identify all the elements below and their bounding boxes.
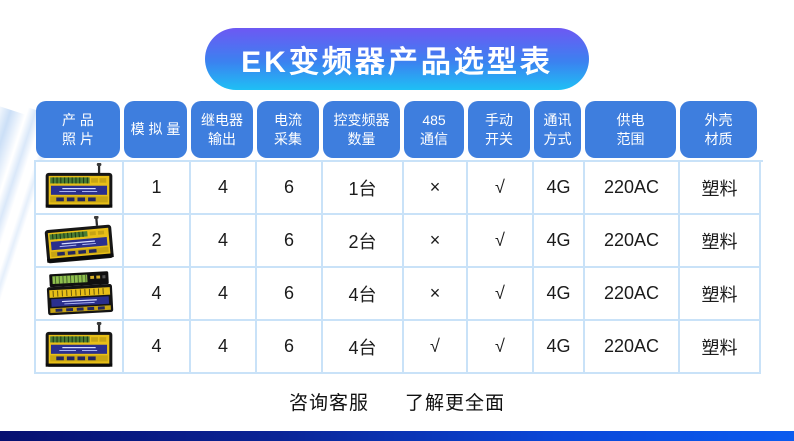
header-cell-current-sampling: 电流 采集 — [255, 101, 321, 158]
table-cell: 220AC — [585, 162, 680, 215]
header-cell-inverter-count: 控变频器 数量 — [321, 101, 402, 158]
table-cell: 4 — [191, 321, 257, 374]
table-cell: 220AC — [585, 268, 680, 321]
table-cell: 4 — [124, 268, 191, 321]
table-cell: 6 — [257, 215, 323, 268]
table-cell: 1台 — [323, 162, 404, 215]
header-cell-shell-material: 外壳 材质 — [678, 101, 759, 158]
header-cell-power-range: 供电 范围 — [583, 101, 678, 158]
title-banner: EK变频器产品选型表 — [205, 28, 589, 90]
gateway-antenna-front-icon — [45, 162, 113, 208]
gateway-antenna-front-icon — [45, 321, 113, 367]
table-cell: 4G — [534, 321, 585, 374]
table-row-3-product-photo — [36, 268, 124, 321]
footer-note-left: 咨询客服 — [288, 393, 369, 414]
table-cell: × — [404, 162, 468, 215]
table-cell: √ — [468, 162, 534, 215]
table-cell: 4 — [191, 268, 257, 321]
header-label: 电流 采集 — [257, 101, 319, 158]
table-cell: 4G — [534, 268, 585, 321]
table-cell: 4G — [534, 162, 585, 215]
table-cell: 6 — [257, 268, 323, 321]
header-label: 手动 开关 — [468, 101, 530, 158]
header-label: 产 品 照 片 — [36, 101, 120, 158]
page-title: EK变频器产品选型表 — [241, 46, 553, 79]
table-cell: 4 — [124, 321, 191, 374]
table-cell: 塑料 — [680, 321, 761, 374]
header-label: 外壳 材质 — [680, 101, 757, 158]
bottom-gradient-bar — [0, 431, 794, 441]
table-cell: 4台 — [323, 268, 404, 321]
header-label: 模 拟 量 — [124, 101, 187, 158]
header-cell-485-comm: 485 通信 — [402, 101, 466, 158]
product-selection-table: 产 品 照 片 模 拟 量 继电器 输出 电流 采集 控变频器 数量 485 通… — [34, 101, 763, 374]
header-label: 通讯 方式 — [534, 101, 581, 158]
table-row-2-product-photo — [36, 215, 124, 268]
table-cell: 6 — [257, 162, 323, 215]
table-header-row: 产 品 照 片 模 拟 量 继电器 输出 电流 采集 控变频器 数量 485 通… — [34, 101, 763, 158]
table-cell: 塑料 — [680, 215, 761, 268]
table-cell: × — [404, 215, 468, 268]
table-body: 1 4 6 1台 × √ 4G 220AC 塑料 — [34, 160, 763, 374]
table-cell: 塑料 — [680, 268, 761, 321]
table-cell: 1 — [124, 162, 191, 215]
table-cell: 6 — [257, 321, 323, 374]
table-cell: 4 — [191, 215, 257, 268]
table-row-1-product-photo — [36, 162, 124, 215]
footer-note: 咨询客服 了解更全面 — [0, 388, 794, 415]
table-cell: 2台 — [323, 215, 404, 268]
table-cell: × — [404, 268, 468, 321]
gateway-lcd-tilted-icon — [46, 270, 114, 315]
table-row-4-product-photo — [36, 321, 124, 374]
table-cell: √ — [468, 321, 534, 374]
footer-note-right: 了解更全面 — [405, 393, 506, 414]
header-label: 继电器 输出 — [191, 101, 253, 158]
header-cell-analog: 模 拟 量 — [122, 101, 189, 158]
gateway-antenna-tilted-icon — [44, 215, 114, 263]
header-cell-comm-mode: 通讯 方式 — [532, 101, 583, 158]
table-cell: 4台 — [323, 321, 404, 374]
table-cell: 220AC — [585, 321, 680, 374]
header-label: 485 通信 — [404, 101, 464, 158]
table-cell: 4G — [534, 215, 585, 268]
header-cell-photo: 产 品 照 片 — [34, 101, 122, 158]
table-cell: √ — [404, 321, 468, 374]
header-cell-manual-switch: 手动 开关 — [466, 101, 532, 158]
table-cell: √ — [468, 268, 534, 321]
table-cell: √ — [468, 215, 534, 268]
header-label: 供电 范围 — [585, 101, 676, 158]
table-cell: 2 — [124, 215, 191, 268]
header-label: 控变频器 数量 — [323, 101, 400, 158]
table-cell: 塑料 — [680, 162, 761, 215]
header-cell-relay-output: 继电器 输出 — [189, 101, 255, 158]
table-cell: 4 — [191, 162, 257, 215]
table-cell: 220AC — [585, 215, 680, 268]
